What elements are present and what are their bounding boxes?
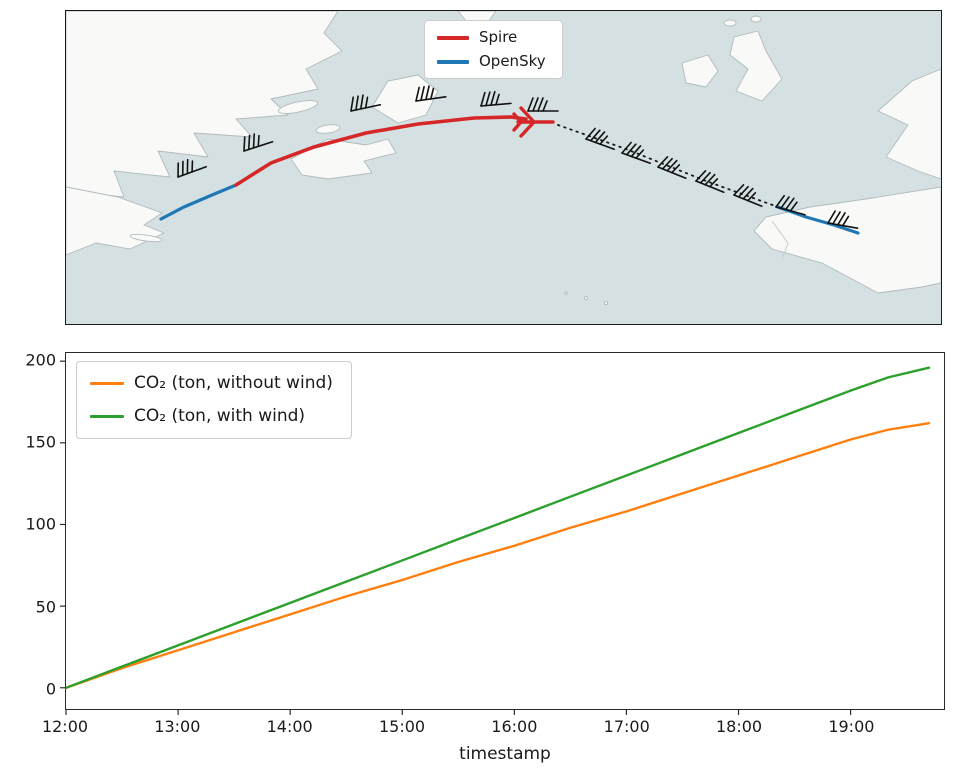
land-isles-2: [750, 15, 762, 23]
legend-item-opensky: OpenSky: [437, 54, 546, 69]
spire-track: [234, 115, 528, 187]
co2-legend: CO₂ (ton, without wind) CO₂ (ton, with w…: [76, 361, 352, 439]
land-france: [877, 68, 941, 180]
co2-line-without-wind: [64, 422, 931, 690]
co2-line-with-wind: [64, 366, 931, 690]
co2-with-wind-swatch: [90, 415, 124, 418]
y-tick-label: 50: [35, 597, 56, 617]
x-tick-label: 19:00: [828, 717, 875, 736]
co2-lines: [60, 360, 931, 715]
opensky-line-swatch: [437, 59, 469, 64]
co2-chart: CO₂ (ton, without wind) CO₂ (ton, with w…: [25, 351, 945, 764]
spire-line-swatch: [437, 35, 469, 40]
legend-item-spire: Spire: [437, 30, 546, 45]
x-tick-label: 17:00: [603, 717, 650, 736]
x-tick-label: 12:00: [41, 717, 89, 736]
land-pei: [315, 124, 341, 134]
y-tick-label: 200: [25, 350, 56, 370]
y-tick-label: 150: [25, 432, 56, 452]
x-tick-label: 13:00: [154, 717, 201, 736]
co2-without-wind-label: CO₂ (ton, without wind): [134, 373, 333, 393]
x-axis-ticks: 12:00 13:00 14:00 15:00 16:00 17:00 18:00 19:00: [42, 710, 945, 740]
land-azores-1: [583, 295, 589, 301]
x-tick-label: 16:00: [491, 717, 538, 736]
land-north-america: [66, 11, 343, 198]
x-tick-label: 18:00: [715, 717, 763, 736]
land-long-island: [129, 233, 163, 243]
land-ireland: [681, 54, 719, 88]
land-anticosti: [277, 100, 319, 114]
legend-item-co2-without-wind: CO₂ (ton, without wind): [90, 375, 333, 392]
land-masses: [66, 11, 941, 306]
opensky-track-west: [159, 183, 238, 221]
map-legend: Spire OpenSky: [424, 20, 563, 79]
land-newfoundland: [371, 74, 439, 124]
co2-plot-area: CO₂ (ton, without wind) CO₂ (ton, with w…: [60, 352, 945, 715]
land-azores-3: [564, 291, 568, 295]
y-axis-ticks: 0 50 100 150 200: [5, 350, 65, 710]
opensky-legend-label: OpenSky: [479, 52, 546, 70]
land-isles-1: [723, 19, 737, 27]
land-nova-scotia: [290, 138, 397, 180]
co2-with-wind-label: CO₂ (ton, with wind): [134, 406, 306, 426]
land-great-britain: [729, 30, 783, 102]
country-border: [771, 220, 789, 260]
co2-without-wind-swatch: [90, 382, 124, 385]
x-axis-label: timestamp: [459, 744, 551, 764]
tick-marks: [60, 360, 852, 715]
x-tick-label: 14:00: [266, 717, 313, 736]
spire-legend-label: Spire: [479, 28, 518, 46]
airplane-icon: [512, 106, 555, 138]
y-tick-label: 0: [45, 679, 56, 699]
y-tick-label: 100: [25, 514, 56, 534]
map-panel: Spire OpenSky: [65, 10, 942, 325]
legend-item-co2-with-wind: CO₂ (ton, with wind): [90, 408, 333, 425]
x-tick-label: 15:00: [378, 717, 426, 736]
land-azores-2: [603, 300, 609, 306]
